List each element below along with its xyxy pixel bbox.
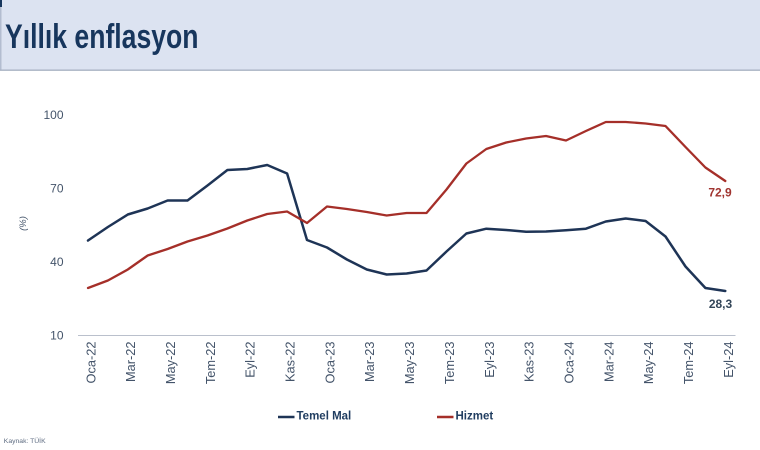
svg-text:70: 70	[50, 182, 64, 196]
svg-text:Oca-23: Oca-23	[322, 342, 337, 384]
svg-text:72,9: 72,9	[708, 186, 732, 200]
svg-text:Eyl-22: Eyl-22	[243, 342, 258, 378]
svg-text:Tem-23: Tem-23	[442, 342, 457, 385]
svg-text:Tem-24: Tem-24	[681, 342, 696, 385]
svg-text:Mar-24: Mar-24	[601, 342, 616, 383]
svg-text:100: 100	[43, 108, 63, 122]
svg-text:Kas-23: Kas-23	[522, 342, 537, 383]
svg-text:May-22: May-22	[163, 342, 178, 385]
svg-text:Eyl-23: Eyl-23	[482, 342, 497, 378]
svg-text:Yıllık enflasyon: Yıllık enflasyon	[5, 18, 199, 56]
svg-text:Hizmet: Hizmet	[456, 411, 494, 423]
svg-text:(%): (%)	[18, 216, 29, 231]
svg-text:May-24: May-24	[641, 342, 656, 385]
svg-text:Kaynak: TÜİK: Kaynak: TÜİK	[4, 436, 46, 445]
svg-text:Tem-22: Tem-22	[203, 342, 218, 385]
svg-text:Oca-22: Oca-22	[83, 342, 98, 384]
svg-text:Mar-22: Mar-22	[123, 342, 138, 383]
svg-text:Eyl-24: Eyl-24	[721, 342, 736, 378]
svg-text:40: 40	[50, 255, 64, 269]
svg-text:28,3: 28,3	[709, 297, 733, 311]
svg-text:10: 10	[50, 329, 64, 343]
svg-text:Kas-22: Kas-22	[283, 342, 298, 383]
svg-text:May-23: May-23	[402, 342, 417, 385]
svg-text:Temel Mal: Temel Mal	[297, 411, 352, 423]
svg-text:Mar-23: Mar-23	[362, 342, 377, 383]
svg-text:Oca-24: Oca-24	[561, 342, 576, 384]
